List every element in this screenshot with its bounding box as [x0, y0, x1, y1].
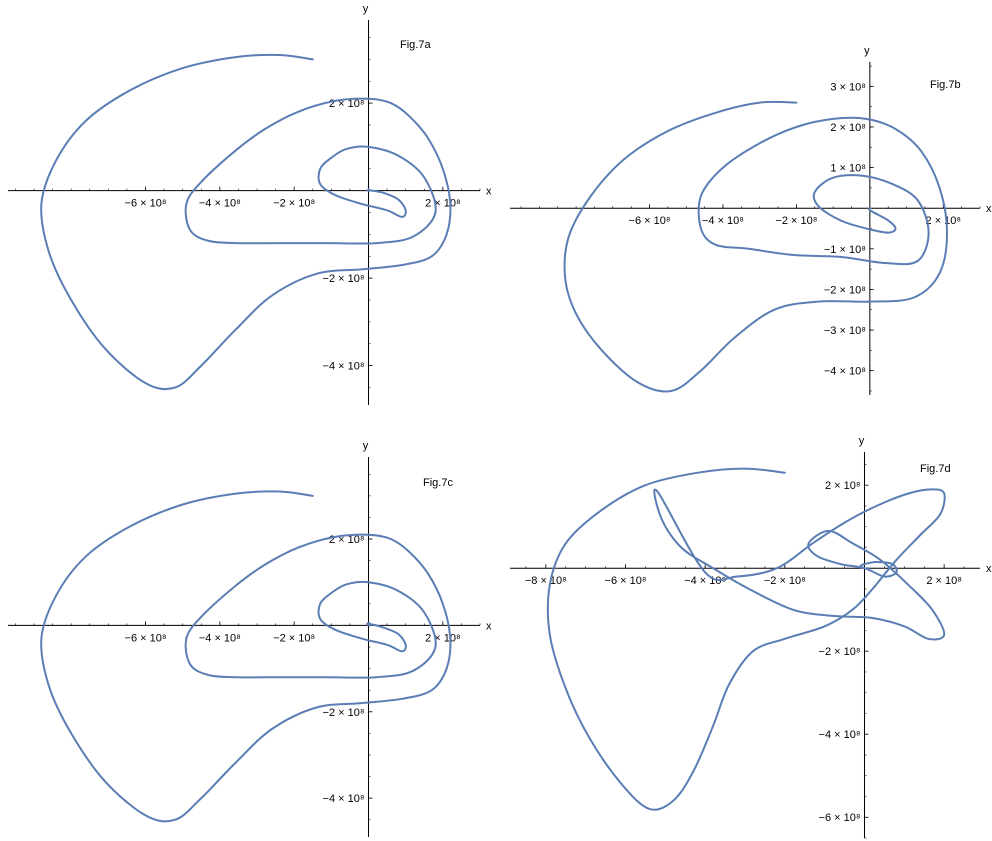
y-axis-label: y [859, 435, 865, 447]
x-tick-label: −2 × 10⁸ [775, 215, 817, 227]
x-axis-label: x [986, 563, 992, 575]
x-axis-label: x [486, 186, 492, 198]
x-tick-label: 2 × 10⁸ [425, 198, 461, 210]
y-tick-label: 1 × 10⁸ [830, 163, 866, 175]
x-tick-label: −6 × 10⁸ [605, 575, 647, 587]
x-tick-label: −4 × 10⁸ [199, 632, 241, 644]
x-tick-label: −4 × 10⁸ [684, 575, 726, 587]
x-tick-label: −8 × 10⁸ [525, 575, 567, 587]
x-tick-label: −4 × 10⁸ [702, 215, 744, 227]
trajectory-curve-7d [546, 467, 946, 811]
y-tick-label: −2 × 10⁸ [824, 284, 866, 296]
y-axis-label: y [363, 440, 369, 452]
chart-panel-7d: −8 × 10⁸ −6 × 10⁸ −4 × 10⁸ −2 × 10⁸ 2 × 10⁸ 2… [510, 435, 992, 839]
x-tick-label: −2 × 10⁸ [273, 632, 315, 644]
y-tick-label: −6 × 10⁸ [819, 812, 861, 824]
trajectory-curve-7b [563, 100, 948, 393]
figure-title-7d: Fig.7d [920, 463, 951, 475]
y-tick-label: −4 × 10⁸ [819, 729, 861, 741]
y-tick-label: 2 × 10⁸ [830, 122, 866, 134]
x-tick-label: −6 × 10⁸ [629, 215, 671, 227]
x-tick-label: −6 × 10⁸ [125, 632, 167, 644]
x-tick-label: −6 × 10⁸ [125, 198, 167, 210]
x-axis-label: x [486, 620, 492, 632]
figure-title-7b: Fig.7b [930, 79, 961, 91]
y-axis-label: y [363, 3, 369, 15]
x-tick-label: 2 × 10⁸ [926, 575, 962, 587]
y-tick-label: −4 × 10⁸ [323, 793, 365, 805]
y-tick-label: −2 × 10⁸ [323, 273, 365, 285]
x-tick-label: −4 × 10⁸ [199, 198, 241, 210]
y-tick-label: 2 × 10⁸ [825, 480, 861, 492]
y-tick-label: −1 × 10⁸ [824, 244, 866, 256]
y-tick-label: −3 × 10⁸ [824, 325, 866, 337]
y-tick-label: −4 × 10⁸ [323, 361, 365, 373]
chart-panel-7b: −6 × 10⁸ −4 × 10⁸ −2 × 10⁸ 2 × 10⁸ 3 × 10⁸ 2 … [510, 45, 992, 395]
trajectory-curve-7a [40, 53, 452, 391]
y-tick-label: −2 × 10⁸ [819, 646, 861, 658]
y-tick-label: −4 × 10⁸ [824, 366, 866, 378]
figure-title-7a: Fig.7a [400, 39, 431, 51]
y-axis-label: y [864, 45, 870, 57]
x-tick-label: 2 × 10⁸ [425, 632, 461, 644]
y-tick-label: 3 × 10⁸ [830, 81, 866, 93]
trajectory-curve-7c [40, 490, 452, 823]
y-tick-label: −2 × 10⁸ [323, 707, 365, 719]
x-tick-label: −2 × 10⁸ [273, 198, 315, 210]
x-axis-label: x [986, 203, 992, 215]
x-tick-label: 2 × 10⁸ [926, 215, 962, 227]
x-tick-label: −2 × 10⁸ [764, 575, 806, 587]
figure-title-7c: Fig.7c [423, 477, 453, 489]
